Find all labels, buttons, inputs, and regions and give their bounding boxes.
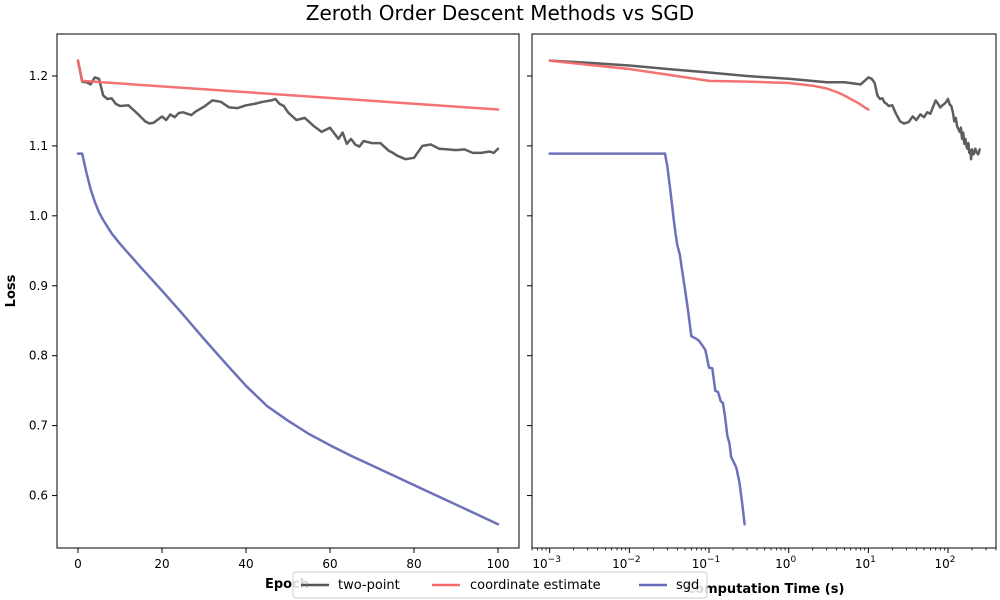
- left-y-tick-label: 0.9: [29, 279, 48, 293]
- right-plot-frame: [531, 33, 997, 549]
- left-series-line-two-point: [76, 59, 500, 161]
- right-x-tick-label: 102: [935, 555, 956, 571]
- left-y-tick-label: 0.6: [29, 489, 48, 503]
- left-y-tick-label: 0.7: [29, 419, 48, 433]
- legend-label-coordinate-estimate: coordinate estimate: [470, 578, 601, 593]
- right-x-tick-label: 10−2: [612, 555, 641, 571]
- left-plot-series: [76, 59, 500, 526]
- legend-box: [292, 571, 708, 599]
- right-series-line-coordinate-estimate: [548, 59, 870, 111]
- right-x-tick-label: 101: [855, 555, 876, 571]
- left-y-tick-label: 1.0: [29, 209, 48, 223]
- legend-label-sgd: sgd: [676, 578, 699, 593]
- left-x-tick-label: 80: [406, 557, 421, 571]
- left-x-tick-label: 60: [322, 557, 337, 571]
- right-plot-series: [548, 59, 981, 526]
- right-series-line-two-point: [548, 59, 981, 161]
- left-series-line-sgd: [76, 152, 500, 526]
- left-plot-frame: [56, 33, 520, 549]
- right-x-tick-label: 10−1: [692, 555, 721, 571]
- left-y-tick-label: 1.2: [29, 69, 48, 83]
- left-x-tick-label: 100: [487, 557, 510, 571]
- left-y-tick-label: 0.8: [29, 349, 48, 363]
- right-x-tick-label: 10−3: [532, 555, 561, 571]
- legend: two-point coordinate estimate sgd: [292, 571, 708, 599]
- left-x-tick-label: 40: [238, 557, 253, 571]
- right-series-line-sgd: [548, 152, 746, 526]
- chart-title: Zeroth Order Descent Methods vs SGD: [306, 1, 694, 25]
- right-x-tick-label: 100: [775, 555, 796, 571]
- left-y-tick-label: 1.1: [29, 139, 48, 153]
- left-plot-ticks: 0 20 40 60 80 100 0.6 0.7 0.8 0.9 1.0 1.1 1.2: [29, 69, 510, 571]
- right-plot-ticks: 10−3 10−2 10−1 100 101 102: [527, 75, 997, 571]
- left-y-axis-label: Loss: [4, 274, 19, 307]
- left-x-tick-label: 0: [74, 557, 82, 571]
- legend-label-two-point: two-point: [338, 578, 400, 593]
- left-x-tick-label: 20: [154, 557, 169, 571]
- left-series-line-coordinate-estimate: [76, 59, 500, 111]
- right-x-axis-label: Computation Time (s): [686, 582, 845, 597]
